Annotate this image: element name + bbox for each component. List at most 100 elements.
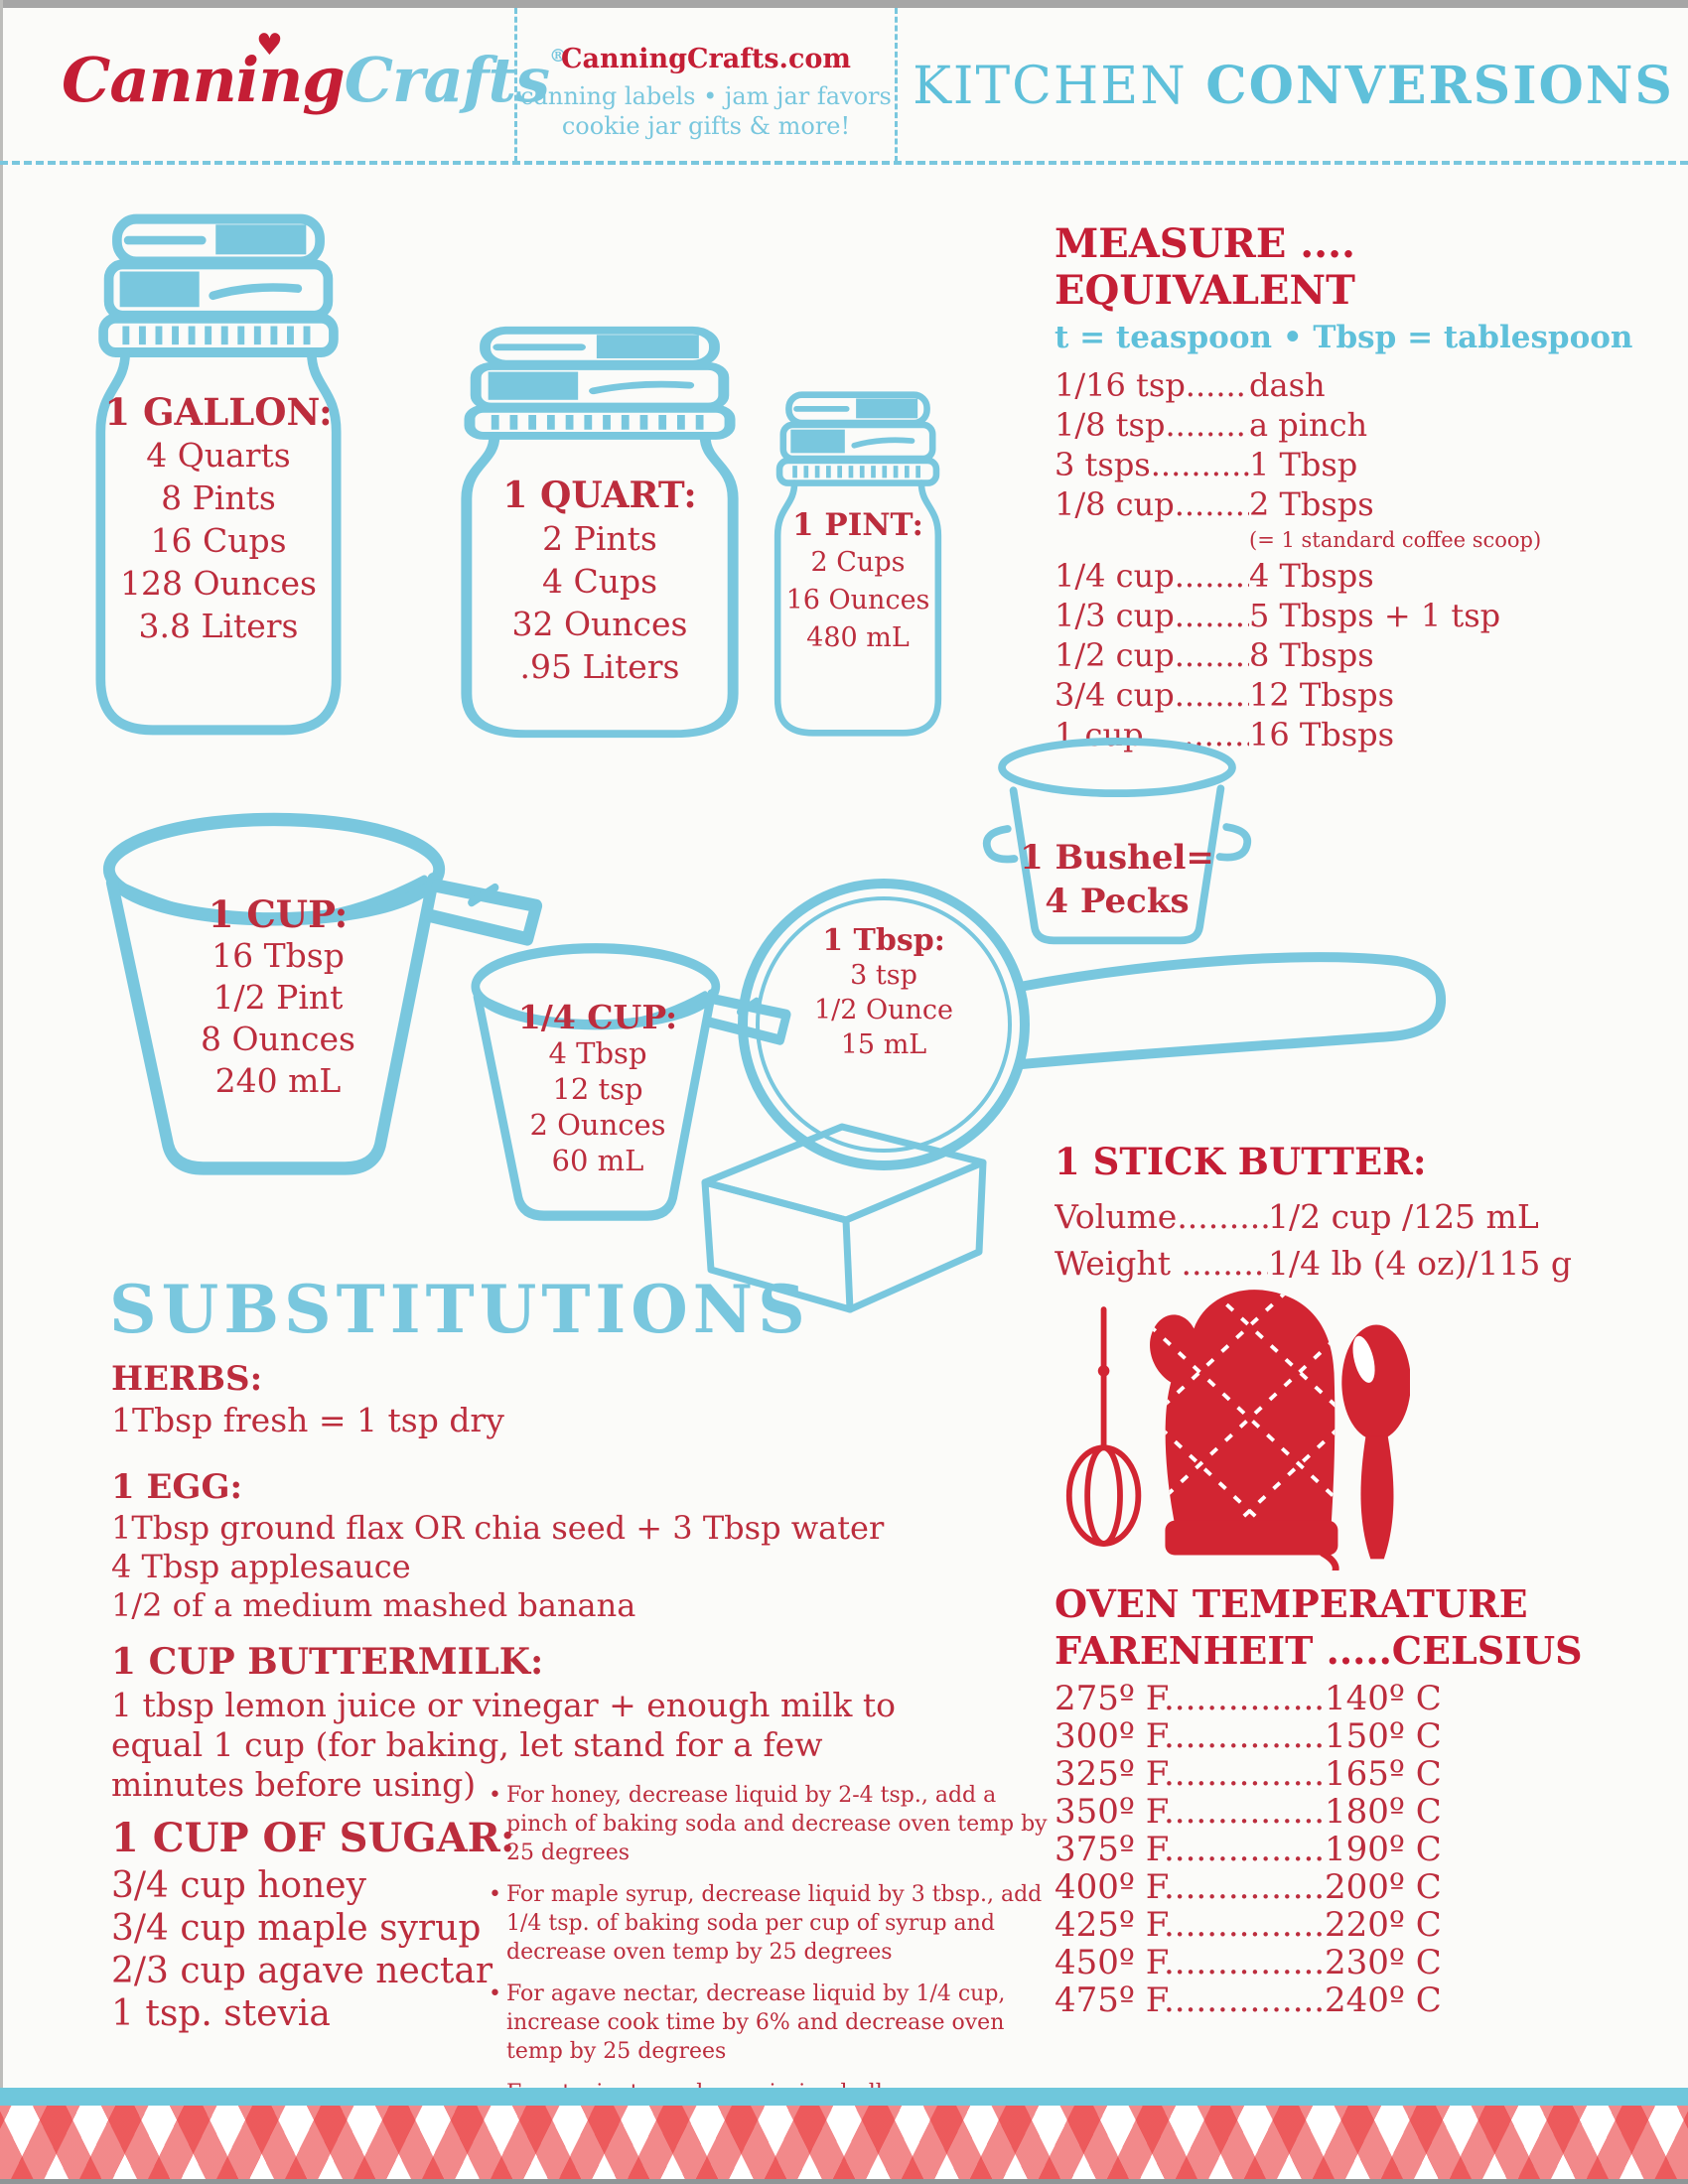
dots-leader: ......................: [1164, 1944, 1325, 1981]
quart-line: 2 Pints: [542, 519, 657, 558]
gallon-line: 16 Cups: [150, 521, 287, 560]
oven-heading-line2: FARENHEIT .....CELSIUS: [1055, 1628, 1583, 1673]
celsius-value: 150º C: [1325, 1716, 1442, 1756]
quart-jar-text: 1 QUART: 2 Pints 4 Cups 32 Ounces .95 Li…: [445, 475, 755, 688]
egg-line: 1Tbsp ground flax OR chia seed + 3 Tbsp …: [111, 1509, 885, 1547]
substitutions-heading: SUBSTITUTIONS: [109, 1271, 810, 1348]
quart-line: 32 Ounces: [511, 605, 688, 643]
measure-value: 1/2 cup: [1055, 636, 1175, 674]
kitchen-tools-illustration: [1060, 1283, 1410, 1570]
quarter-cup-title: 1/4 CUP:: [517, 998, 678, 1036]
note-maple-syrup: • For maple syrup, decrease liquid by 3 t…: [489, 1880, 1055, 1967]
gallon-line: 128 Ounces: [120, 564, 317, 603]
equivalent-value: 16 Tbsps: [1249, 716, 1395, 753]
table-row: 1/8 tsp.............a pinch: [1055, 405, 1650, 445]
buttermilk-line: 1 tbsp lemon juice or vinegar + enough m…: [111, 1686, 897, 1724]
tablespoon-title: 1 Tbsp:: [822, 923, 945, 958]
header-divider-left: [514, 8, 517, 162]
butter-volume-row: Volume............1/2 cup /125 mL: [1055, 1193, 1670, 1240]
measure-table-title: MEASURE .... EQUIVALENT: [1055, 220, 1355, 314]
egg-line: 4 Tbsp applesauce: [111, 1548, 411, 1585]
logo: CanningCrafts® ♥: [62, 28, 567, 153]
equivalent-value: 1 Tbsp: [1249, 446, 1358, 483]
note-text: For agave nectar, decrease liquid by 1/4…: [506, 1981, 1006, 2064]
celsius-value: 230º C: [1325, 1943, 1442, 1982]
coffee-scoop-note: (= 1 standard coffee scoop): [1249, 528, 1542, 552]
dots-leader: ............: [1174, 597, 1249, 634]
dots-leader: .......................: [1164, 1755, 1325, 1793]
table-row: 425º F......................220º C: [1055, 1906, 1670, 1944]
table-row: 300º F......................150º C: [1055, 1717, 1670, 1755]
buttermilk-block: 1 CUP BUTTERMILK: 1 tbsp lemon juice or …: [111, 1638, 896, 1805]
gallon-jar-text: 1 GALLON: 4 Quarts 8 Pints 16 Cups 128 O…: [81, 391, 355, 647]
dots-leader: .............: [1165, 406, 1249, 444]
one-cup-line: 240 mL: [214, 1061, 342, 1100]
dots-leader: ...............: [1150, 446, 1249, 483]
measure-value: 1/16 tsp: [1055, 366, 1186, 404]
table-row: 275º F......................140º C: [1055, 1680, 1670, 1717]
pint-jar: 1 PINT: 2 Cups 16 Ounces 480 mL: [765, 389, 951, 739]
note-text: For honey, decrease liquid by 2-4 tsp., …: [506, 1783, 1048, 1865]
celsius-value: 200º C: [1325, 1867, 1442, 1907]
sugar-line: 1 tsp. stevia: [111, 1993, 331, 2034]
celsius-value: 140º C: [1325, 1679, 1442, 1718]
butter-stick: [675, 1117, 1013, 1315]
table-row: 325º F.......................165º C: [1055, 1755, 1670, 1793]
gallon-title: 1 GALLON:: [104, 390, 333, 434]
quarter-cup-line: 2 Ounces: [529, 1108, 666, 1142]
egg-block: 1 EGG: 1Tbsp ground flax OR chia seed + …: [111, 1465, 884, 1625]
table-row: 1/8 cup............2 Tbsps: [1055, 484, 1650, 524]
measuring-spoon-icon: [738, 879, 1447, 1170]
table-row: 1/16 tsp...........dash: [1055, 365, 1650, 405]
bullet-icon: •: [489, 1783, 501, 1808]
bushel-basket: 1 Bushel= 4 Pecks: [973, 737, 1261, 950]
header-divider-right: [895, 8, 898, 162]
bushel-text: 1 Bushel= 4 Pecks: [973, 836, 1261, 923]
sugar-line: 3/4 cup honey: [111, 1865, 366, 1906]
celsius-value: 190º C: [1325, 1830, 1442, 1869]
table-row: 1/2 cup............8 Tbsps: [1055, 635, 1650, 675]
table-row: 450º F......................230º C: [1055, 1944, 1670, 1981]
bushel-line1: 1 Bushel=: [1020, 838, 1214, 878]
oven-heading-line1: OVEN TEMPERATURE: [1055, 1581, 1528, 1626]
oven-temperature-table: 275º F......................140º C 300º …: [1055, 1680, 1670, 2019]
buttermilk-line: equal 1 cup (for baking, let stand for a…: [111, 1725, 823, 1764]
fahrenheit-value: 275º F: [1055, 1680, 1164, 1717]
buttermilk-line: minutes before using): [111, 1765, 477, 1804]
measure-value: 1/4 cup: [1055, 557, 1175, 595]
spoon-icon: [1341, 1324, 1410, 1560]
table-row: 1/3 cup............5 Tbsps + 1 tsp: [1055, 596, 1650, 635]
table-row: 475º F.......................240º C: [1055, 1981, 1670, 2019]
gallon-line: 4 Quarts: [146, 436, 291, 475]
butter-weight-value: 1/4 lb (4 oz)/115 g: [1268, 1244, 1572, 1283]
scan-top-edge: [0, 0, 1688, 8]
equivalent-value: 8 Tbsps: [1249, 636, 1374, 674]
dots-leader: ............: [1174, 636, 1249, 674]
butter-stick-icon: [701, 1123, 987, 1313]
quart-line: .95 Liters: [519, 647, 680, 686]
tagline-line1: canning labels • jam jar favors: [520, 82, 892, 110]
measure-value: 1/3 cup: [1055, 597, 1175, 634]
tablespoon-line: 1/2 Ounce: [813, 995, 954, 1025]
table-row: 3 tsps...............1 Tbsp: [1055, 445, 1650, 484]
quart-title: 1 QUART:: [502, 475, 697, 516]
egg-title: 1 EGG:: [111, 1467, 243, 1507]
fahrenheit-value: 350º F: [1055, 1793, 1164, 1831]
one-cup-title: 1 CUP:: [208, 892, 349, 936]
butter-title: 1 STICK BUTTER:: [1055, 1140, 1427, 1183]
title-kitchen: KITCHEN: [913, 57, 1188, 116]
sugar-title: 1 CUP OF SUGAR:: [111, 1815, 515, 1861]
one-cup-line: 1/2 Pint: [212, 978, 344, 1017]
one-cup-text: 1 CUP: 16 Tbsp 1/2 Pint 8 Ounces 240 mL: [94, 893, 462, 1102]
measure-table-legend: t = teaspoon • Tbsp = tablespoon: [1055, 320, 1633, 355]
tablespoon-text: 1 Tbsp: 3 tsp 1/2 Ounce 15 mL: [762, 923, 1006, 1062]
dots-leader: ......................: [1164, 1717, 1325, 1755]
scan-left-edge: [0, 0, 3, 2184]
butter-weight-label: Weight: [1055, 1244, 1182, 1283]
equivalent-value: 2 Tbsps: [1249, 485, 1374, 523]
celsius-value: 240º C: [1325, 1980, 1442, 2020]
page-title: KITCHEN CONVERSIONS: [899, 56, 1688, 116]
quarter-cup-measure: 1/4 CUP: 4 Tbsp 12 tsp 2 Ounces 60 mL: [465, 938, 797, 1231]
one-cup-measure: 1 CUP: 16 Tbsp 1/2 Pint 8 Ounces 240 mL: [94, 806, 551, 1188]
logo-text: CanningCrafts®: [62, 44, 567, 116]
